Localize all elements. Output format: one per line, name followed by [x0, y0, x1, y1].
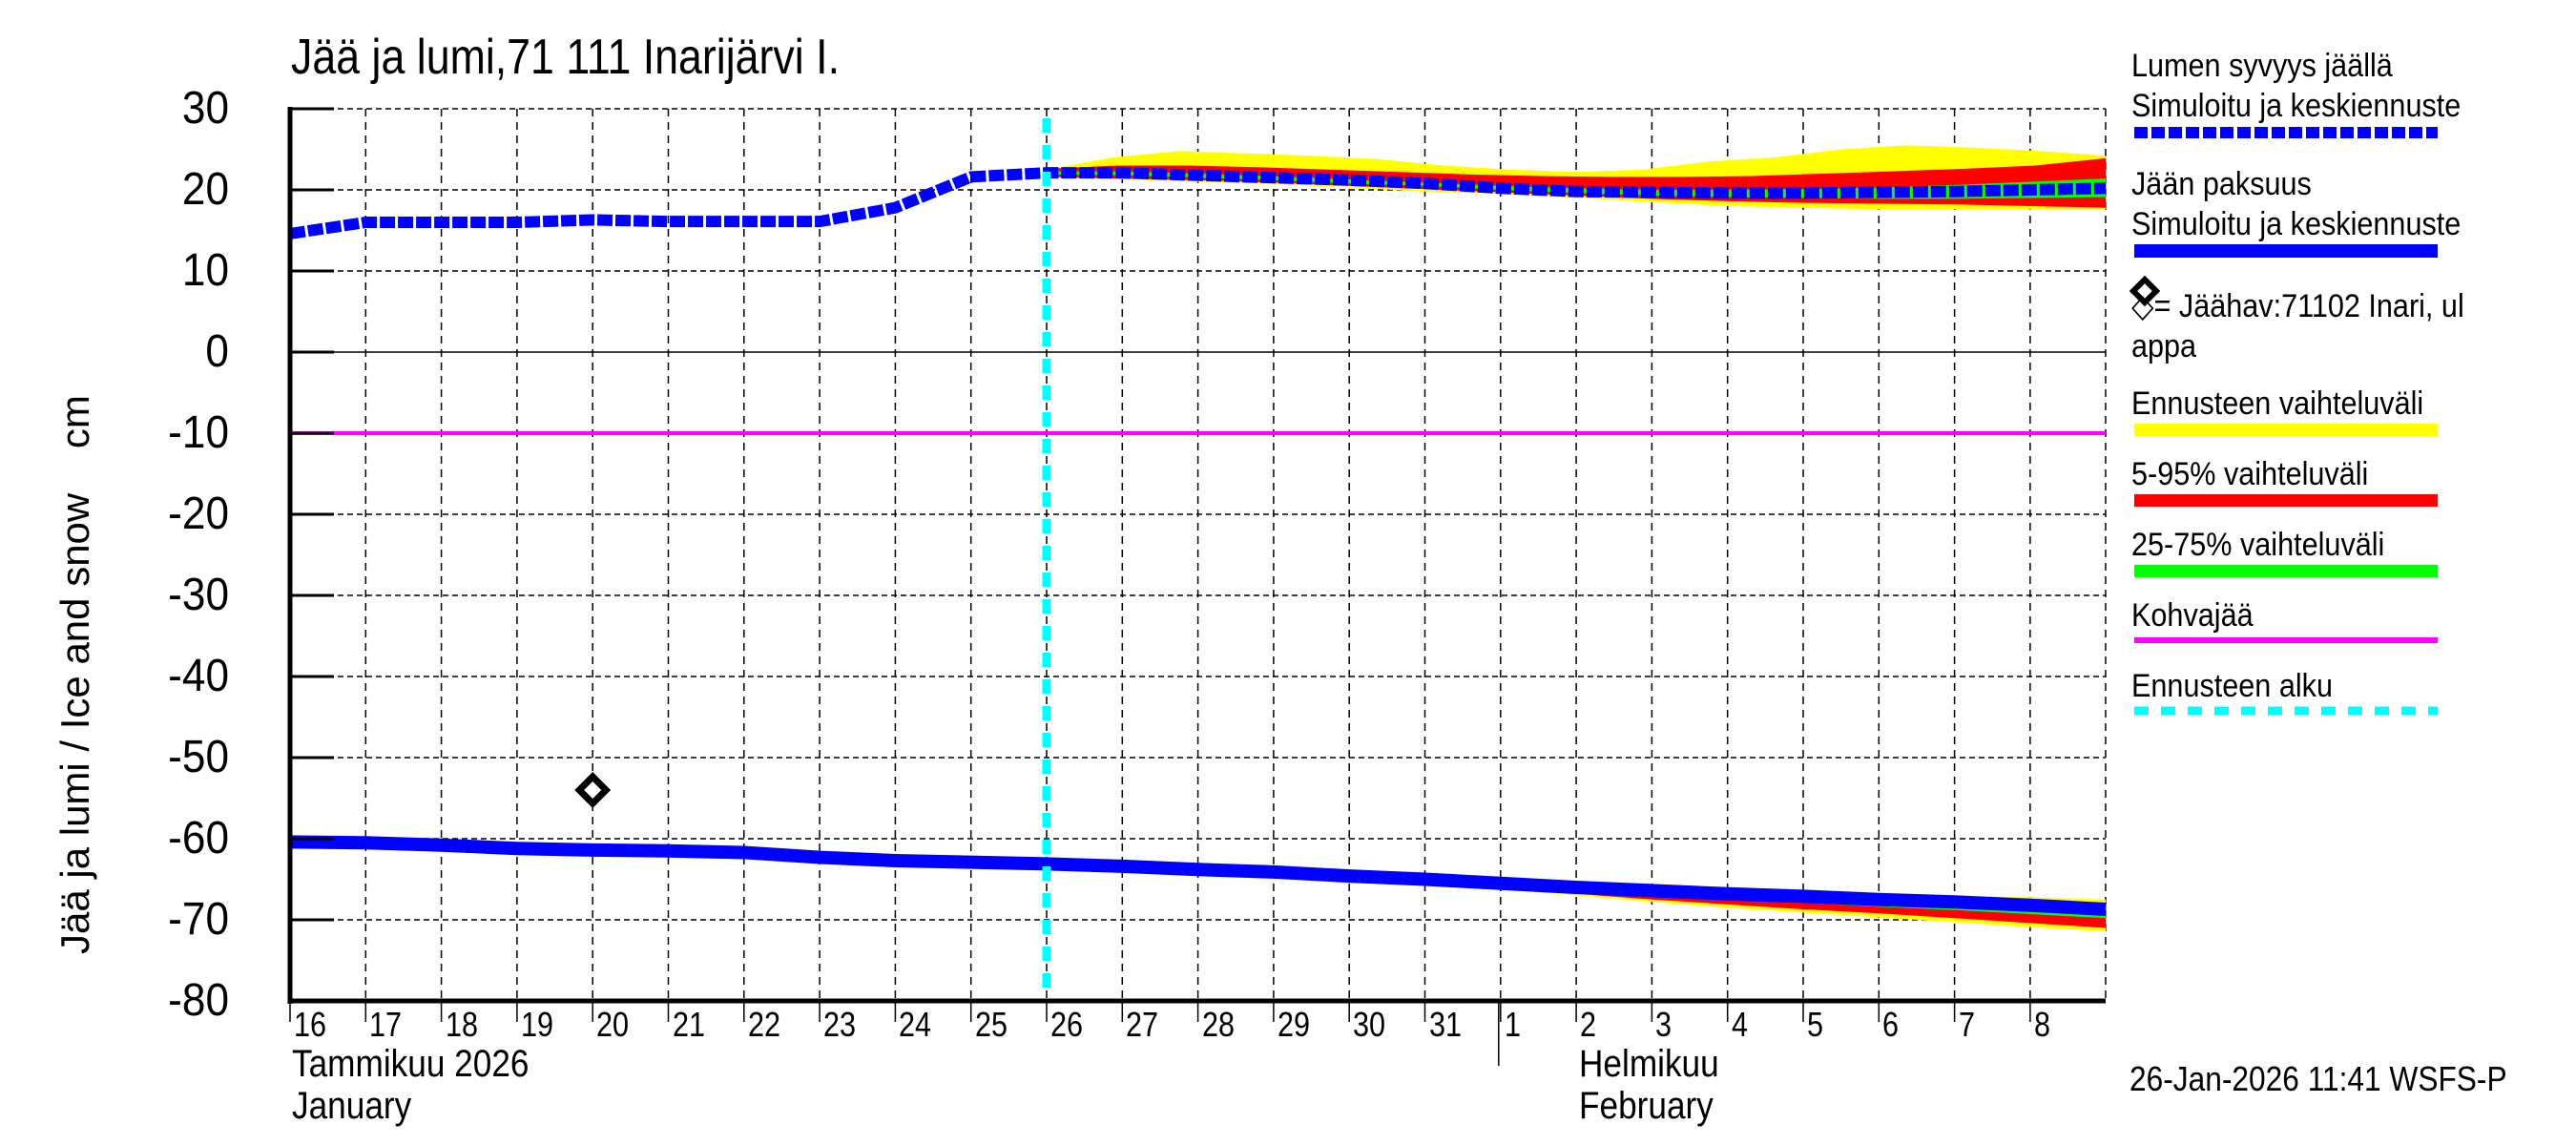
- x-tick-label: 24: [899, 1005, 932, 1044]
- legend-label: appa: [2131, 328, 2197, 364]
- legend-item-25-75: 25-75% vaihteluväli: [2131, 525, 2570, 595]
- x-tick-label: 25: [974, 1005, 1008, 1044]
- green-band-swatch-icon: [2134, 565, 2438, 577]
- legend-item-forecast-range: Ennusteen vaihteluväli: [2131, 384, 2570, 454]
- legend-label: Jään paksuus: [2131, 166, 2312, 202]
- observation-diamond-icon: [574, 772, 612, 808]
- legend-label: Ennusteen alku: [2131, 668, 2333, 704]
- dotted-line-swatch-icon: [2134, 127, 2438, 138]
- legend-label: Simuloitu ja keskiennuste: [2131, 88, 2462, 124]
- x-tick-label: 21: [672, 1005, 705, 1044]
- legend-item-kohvajaa: Kohvajää: [2131, 595, 2570, 666]
- x-tick-label: 31: [1428, 1005, 1462, 1044]
- yellow-band-swatch-icon: [2134, 424, 2438, 436]
- y-tick-label: -20: [168, 489, 229, 539]
- ice-thickness-line: [289, 835, 2107, 916]
- y-tick-label: -40: [168, 651, 229, 701]
- y-tick-label: -60: [168, 813, 229, 864]
- y-tick-label: 20: [181, 164, 229, 215]
- legend-label: 25-75% vaihteluväli: [2131, 527, 2385, 563]
- x-tick-label: 5: [1807, 1005, 1824, 1044]
- legend-item-ice-thickness: Jään paksuus Simuloitu ja keskiennuste: [2131, 164, 2570, 286]
- solid-line-swatch-icon: [2134, 244, 2438, 258]
- chart-title: Jää ja lumi,71 111 Inarijärvi I.: [291, 30, 841, 85]
- legend-label: Lumen syvyys jäällä: [2131, 48, 2393, 84]
- y-tick-label: -70: [168, 894, 229, 945]
- x-tick-label: 18: [445, 1005, 478, 1044]
- month-label-january-fi: Tammikuu 2026: [292, 1043, 530, 1085]
- x-tick-label: 17: [369, 1005, 403, 1044]
- x-tick-label: 30: [1353, 1005, 1386, 1044]
- legend-label: Kohvajää: [2131, 597, 2254, 634]
- x-tick-label: 28: [1201, 1005, 1235, 1044]
- y-tick-label: 30: [181, 83, 229, 134]
- y-tick-label: -80: [168, 975, 229, 1026]
- x-tick-label: 20: [596, 1005, 630, 1044]
- x-tick-label: 1: [1504, 1005, 1521, 1044]
- x-tick-label: 6: [1882, 1005, 1900, 1044]
- x-tick-label: 16: [294, 1005, 327, 1044]
- red-band-swatch-icon: [2134, 494, 2438, 507]
- month-label-january-en: January: [292, 1085, 412, 1127]
- x-tick-label: 3: [1655, 1005, 1672, 1044]
- x-tick-label: 4: [1731, 1005, 1748, 1044]
- legend-item-snow-depth: Lumen syvyys jäällä Simuloitu ja keskien…: [2131, 46, 2570, 164]
- x-tick-label: 2: [1580, 1005, 1597, 1044]
- legend-label: ◇= Jäähav:71102 Inari, ul: [2131, 288, 2464, 324]
- cyan-dashed-swatch-icon: [2134, 706, 2438, 716]
- legend-item-forecast-start: Ennusteen alku: [2131, 666, 2570, 737]
- x-tick-label: 27: [1126, 1005, 1159, 1044]
- x-tick-label: 19: [520, 1005, 553, 1044]
- y-tick-label: -10: [168, 407, 229, 458]
- footer-timestamp: 26-Jan-2026 11:41 WSFS-P: [2129, 1059, 2507, 1098]
- month-label-february-en: February: [1579, 1085, 1714, 1127]
- month-label-february-fi: Helmikuu: [1579, 1043, 1719, 1085]
- legend-label: Ennusteen vaihteluväli: [2131, 385, 2424, 422]
- y-tick-label: 10: [181, 245, 229, 296]
- legend: Lumen syvyys jäällä Simuloitu ja keskien…: [2131, 46, 2570, 737]
- y-axis-label: Jää ja lumi / Ice and snow cm: [52, 395, 97, 954]
- x-tick-label: 23: [823, 1005, 857, 1044]
- x-tick-label: 8: [2033, 1005, 2050, 1044]
- x-tick-label: 7: [1958, 1005, 1975, 1044]
- y-tick-label: 0: [205, 326, 229, 377]
- magenta-line-swatch-icon: [2134, 637, 2438, 643]
- legend-label: Simuloitu ja keskiennuste: [2131, 206, 2462, 242]
- legend-item-5-95: 5-95% vaihteluväli: [2131, 454, 2570, 525]
- x-tick-label: 26: [1050, 1005, 1084, 1044]
- snow-depth-line: [289, 167, 2107, 239]
- legend-diamond-icon: [2129, 275, 2161, 307]
- legend-label: 5-95% vaihteluväli: [2131, 456, 2369, 492]
- y-tick-label: -30: [168, 570, 229, 620]
- x-tick-label: 29: [1277, 1005, 1310, 1044]
- x-tick-label: 22: [747, 1005, 780, 1044]
- legend-item-observation: ◇= Jäähav:71102 Inari, ul appa: [2131, 286, 2570, 384]
- y-tick-label: -50: [168, 732, 229, 782]
